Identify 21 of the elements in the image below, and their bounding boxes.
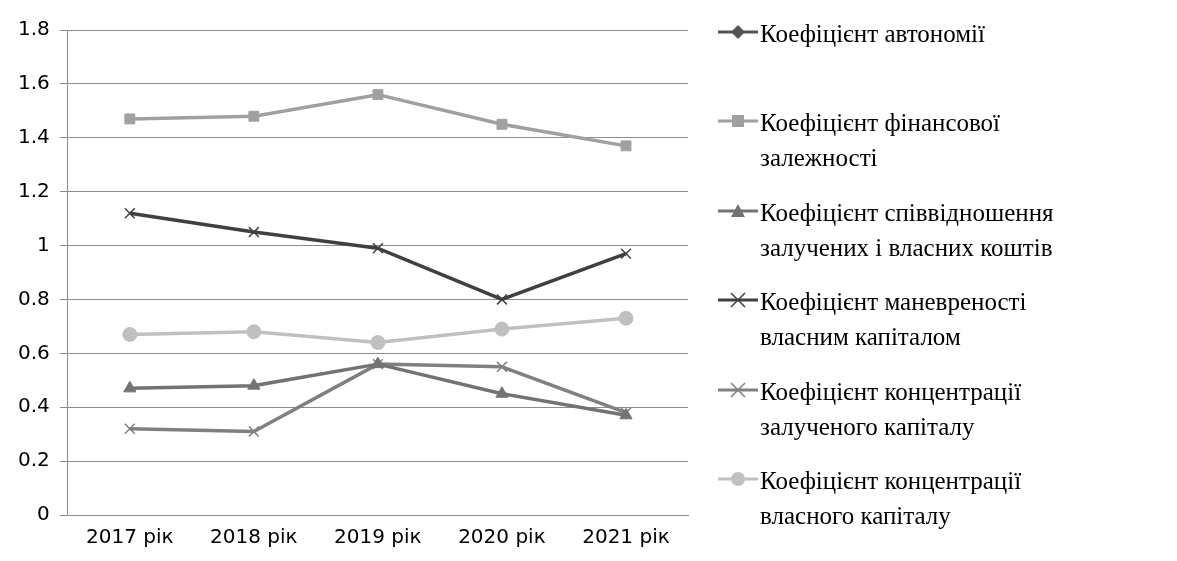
y-tick-label: 1 bbox=[37, 231, 50, 256]
y-tick-label: 1.8 bbox=[17, 16, 50, 41]
legend-label: Коефіцієнт співвідношення залучених і власних коштів bbox=[760, 197, 1055, 263]
legend-label: Коефіцієнт концентрації залученого капіталу bbox=[760, 376, 1023, 442]
y-tick-label: 0.6 bbox=[17, 339, 50, 364]
x-tick-label: 2021 рік bbox=[582, 524, 670, 549]
x-tick-label: 2020 рік bbox=[458, 524, 546, 549]
legend-label: Коефіцієнт автономії bbox=[760, 19, 985, 49]
y-tick-label: 0.2 bbox=[17, 447, 50, 472]
x-tick-label: 2019 рік bbox=[334, 524, 422, 549]
legend-label: Коефіцієнт концентрації власного капіталу bbox=[760, 465, 1023, 531]
legend-label: Коефіцієнт фінансової залежності bbox=[760, 108, 1002, 174]
y-tick-label: 1.6 bbox=[17, 70, 50, 95]
y-tick-label: 0.4 bbox=[17, 393, 50, 418]
x-tick-label: 2017 рік bbox=[86, 524, 174, 549]
y-tick-label: 1.4 bbox=[17, 123, 50, 148]
y-tick-label: 0.8 bbox=[17, 285, 50, 310]
x-tick-label: 2018 рік bbox=[210, 524, 298, 549]
y-tick-label: 1.2 bbox=[17, 177, 50, 202]
legend-label: Коефіцієнт маневреності власним капіталом bbox=[760, 287, 1028, 353]
y-tick-label: 0 bbox=[37, 501, 50, 526]
